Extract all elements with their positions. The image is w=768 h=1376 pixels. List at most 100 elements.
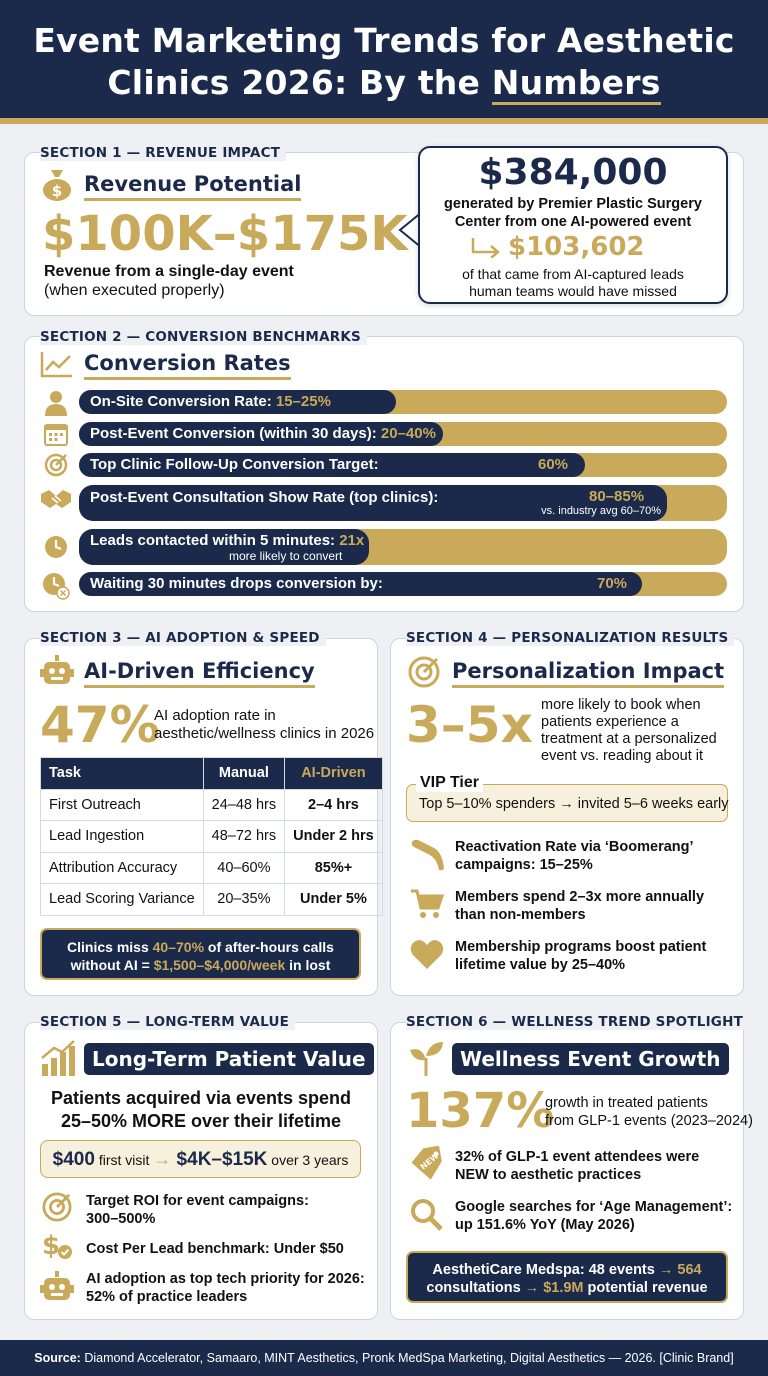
callout-line2: Center from one AI-powered event (454, 214, 692, 230)
calendar-icon (44, 424, 68, 446)
column-header: AI-Driven (284, 757, 383, 790)
wellness-item: Google searches for ‘Age Management’: up … (455, 1199, 733, 1233)
revenue-desc: Revenue from a single-day event (44, 263, 294, 280)
heart-icon (410, 940, 444, 969)
conversion-bar-wait-penalty: Waiting 30 minutes drops conversion by: … (79, 572, 727, 596)
after-hours-note: Clinics miss 40–70% of after-hours calls… (40, 928, 361, 991)
bar-fill (79, 572, 642, 596)
svg-text:$: $ (52, 182, 62, 200)
personalization-item: Membership programs boost patient lifetim… (455, 939, 707, 973)
bar-value: 80–85% (589, 488, 645, 505)
ai-adoption-stat: 47% (40, 696, 160, 754)
bar-sub: more likely to convert (229, 549, 343, 563)
dollar-check-icon: $ (42, 1231, 72, 1261)
column-header: Manual (202, 757, 286, 790)
table-row: First Outreach 24–48 hrs 2–4 hrs (40, 788, 383, 821)
clock-icon (45, 536, 67, 558)
table-row: Lead Ingestion 48–72 hrs Under 2 hrs (40, 820, 383, 853)
value-pill: $400 first visit → $4K–$15K over 3 years (40, 1140, 361, 1178)
value-item: Cost Per Lead benchmark: Under $50 (86, 1241, 344, 1257)
wellness-growth-desc: growth in treated patients from GLP-1 eve… (545, 1095, 753, 1129)
person-icon (45, 391, 67, 416)
section-2-label: SECTION 2 — CONVERSION BENCHMARKS (40, 329, 367, 345)
trend-chart-icon (40, 352, 72, 378)
vip-tier-title: VIP Tier (416, 774, 483, 792)
ai-adoption-desc: AI adoption rate in aesthetic/wellness cl… (154, 707, 375, 742)
bar-label: Top Clinic Follow-Up Conversion Target: (90, 456, 379, 473)
target-icon (44, 453, 68, 477)
callout-amount: $384,000 (478, 152, 668, 193)
bar-value: 20–40% (380, 425, 436, 442)
personalization-item: Reactivation Rate via ‘Boomerang’ campaig… (455, 839, 694, 873)
personalization-stat: 3–5x (406, 696, 533, 754)
bar-value: 60% (538, 456, 569, 473)
callout-line3: of that came from AI-captured leads (462, 266, 684, 282)
section-3-label: SECTION 3 — AI ADOPTION & SPEED (40, 630, 326, 646)
section-3-title: AI-Driven Efficiency (84, 659, 315, 688)
conversion-bar-post-event: Post-Event Conversion (within 30 days): … (79, 422, 727, 446)
robot-icon (40, 1271, 74, 1300)
callout-sub-amount: $103,602 (508, 232, 645, 262)
bar-label: Waiting 30 minutes drops conversion by: (90, 575, 383, 592)
conversion-bar-onsite: On-Site Conversion Rate: 15–25% (79, 390, 727, 414)
section-6-label: SECTION 6 — WELLNESS TREND SPOTLIGHT (406, 1014, 749, 1030)
bar-fill (79, 453, 585, 477)
clock-cancel-icon (43, 573, 70, 600)
revenue-desc-note: (when executed properly) (44, 282, 225, 299)
bar-value: 21x (339, 532, 365, 549)
revenue-range: $100K–$175K (42, 206, 408, 262)
bar-label: On-Site Conversion Rate: (90, 393, 276, 410)
case-study-note: AesthetiCare Medspa: 48 events → 564 con… (406, 1251, 728, 1303)
bar-fill (79, 485, 667, 521)
bar-label: Leads contacted within 5 minutes: (90, 532, 340, 549)
target-icon (42, 1192, 72, 1222)
highlight-callout: $384,000 generated by Premier Plastic Su… (418, 146, 728, 304)
column-header: Task (40, 757, 204, 790)
growth-chart-icon (41, 1040, 75, 1076)
personalization-item: Members spend 2–3x more annually than non… (455, 889, 705, 923)
section-1-title: Revenue Potential (84, 172, 302, 201)
value-item: AI adoption as top tech priority for 202… (86, 1271, 365, 1305)
leaf-sprout-icon (410, 1042, 443, 1076)
section-4-title: Personalization Impact (452, 659, 725, 688)
cart-icon (411, 889, 444, 918)
return-arrow-icon (471, 238, 500, 258)
bar-label: Post-Event Conversion (within 30 days): (90, 425, 381, 442)
bar-fill (79, 422, 443, 446)
table-row: Lead Scoring Variance 20–35% Under 5% (40, 883, 383, 916)
source-footer: Source: Diamond Accelerator, Samaaro, MI… (0, 1340, 768, 1376)
section-5-label: SECTION 5 — LONG-TERM VALUE (40, 1014, 296, 1030)
section-5-title: Long-Term Patient Value (84, 1043, 374, 1075)
table-header-row: Task Manual AI-Driven (40, 757, 383, 790)
lifetime-headline: Patients acquired via events spend 25–50%… (50, 1088, 352, 1131)
wellness-item: 32% of GLP-1 event attendees were NEW to … (455, 1149, 700, 1183)
section-6-title: Wellness Event Growth (452, 1043, 729, 1075)
vip-tier-box: Top 5–10% spenders → invited 5–6 weeks e… (406, 784, 729, 822)
bar-sub: vs. industry avg 60–70% (541, 505, 661, 517)
new-tag-icon: NEW (411, 1146, 442, 1180)
vip-tier-text: Top 5–10% spenders → invited 5–6 weeks e… (419, 796, 729, 812)
bar-fill (79, 390, 396, 414)
svg-text:$: $ (42, 1231, 60, 1261)
conversion-bar-speed: Leads contacted within 5 minutes: 21x mo… (79, 529, 727, 565)
bar-label: Post-Event Consultation Show Rate (top c… (90, 489, 439, 506)
handshake-icon (41, 490, 71, 508)
callout-line4: human teams would have missed (469, 283, 677, 299)
section-2-title: Conversion Rates (84, 351, 291, 380)
money-bag-icon: $ (43, 170, 71, 201)
value-item: Target ROI for event campaigns: 300–500% (86, 1193, 309, 1227)
page-title: Event Marketing Trends for Aesthetic Cli… (0, 0, 768, 105)
robot-icon (40, 655, 74, 684)
bar-value: 70% (597, 575, 628, 592)
table-row: Attribution Accuracy 40–60% 85%+ (40, 851, 383, 884)
callout-pointer (398, 210, 422, 250)
conversion-bar-follow-up: Top Clinic Follow-Up Conversion Target: … (79, 453, 727, 477)
section-4-label: SECTION 4 — PERSONALIZATION RESULTS (406, 630, 735, 646)
boomerang-icon (411, 839, 444, 871)
section-1-label: SECTION 1 — REVENUE IMPACT (40, 145, 287, 161)
bar-fill (79, 529, 369, 565)
conversion-bar-show-rate: Post-Event Consultation Show Rate (top c… (79, 485, 727, 521)
personalization-desc: more likely to book when patients experie… (541, 697, 717, 764)
wellness-growth-stat: 137% (406, 1083, 555, 1139)
magnifier-icon (411, 1199, 443, 1231)
